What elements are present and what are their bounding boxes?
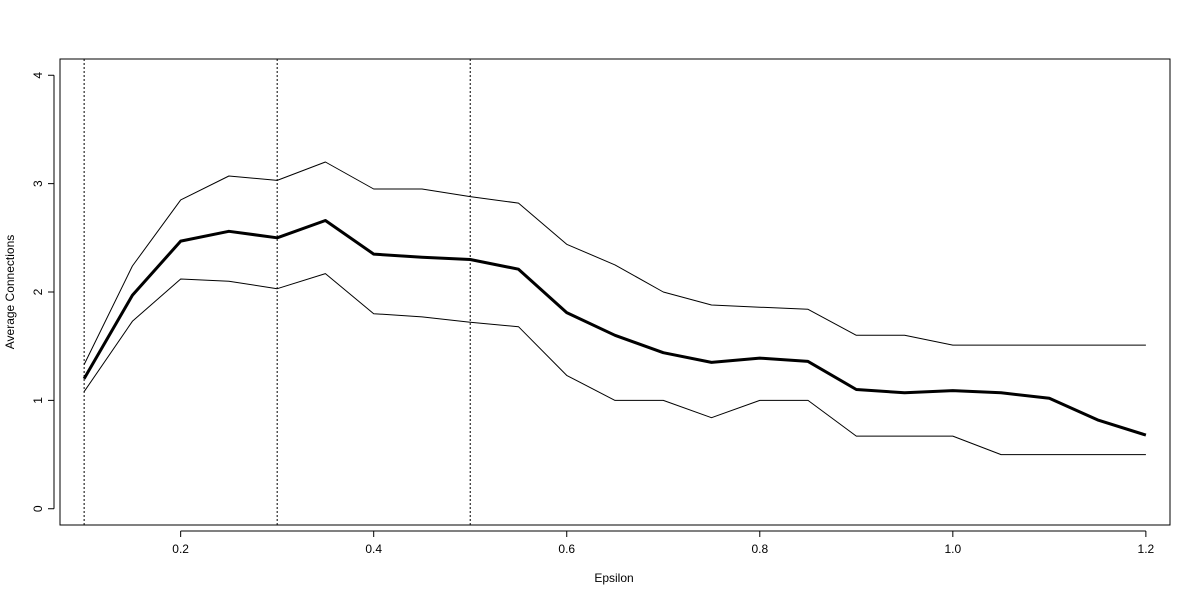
y-tick-label: 0	[31, 505, 45, 512]
x-tick-label: 0.8	[751, 542, 768, 556]
x-tick-label: 0.4	[365, 542, 382, 556]
y-tick-label: 2	[31, 288, 45, 295]
y-axis-label: Average Connections	[3, 235, 17, 350]
y-tick-label: 4	[31, 72, 45, 79]
x-axis: 0.2 0.4 0.6 0.8 1.0 1.2	[172, 530, 1155, 556]
x-tick-label: 1.2	[1138, 542, 1155, 556]
y-tick-label: 3	[31, 180, 45, 187]
series-group	[82, 161, 1147, 456]
series-line-lower	[83, 273, 1146, 456]
x-tick-label: 1.0	[944, 542, 961, 556]
y-tick-label: 1	[31, 397, 45, 404]
series-line-mean	[82, 219, 1147, 437]
x-tick-label: 0.6	[558, 542, 575, 556]
x-tick-label: 0.2	[172, 542, 189, 556]
series-line-upper	[83, 161, 1146, 365]
reference-lines	[83, 59, 471, 525]
y-axis: 0 1 2 3 4	[31, 72, 55, 512]
x-axis-label: Epsilon	[594, 571, 633, 585]
plot-frame	[59, 58, 1171, 526]
